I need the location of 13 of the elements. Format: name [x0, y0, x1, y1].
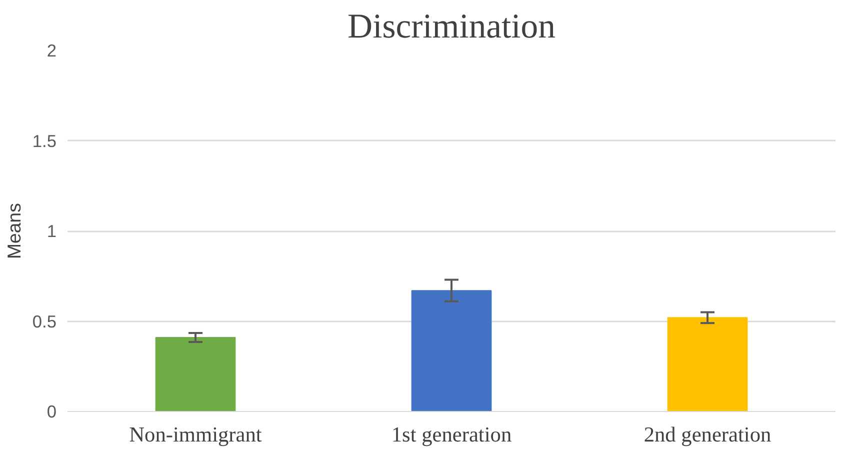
- x-tick-label: 2nd generation: [644, 422, 772, 446]
- y-axis-title: Means: [3, 203, 24, 259]
- bar: [155, 336, 236, 412]
- y-tick-label: 2: [46, 40, 57, 60]
- y-tick-label: 1.5: [32, 130, 57, 151]
- bar: [667, 317, 748, 412]
- chart-title: Discrimination: [348, 8, 556, 46]
- y-tick-label: 1: [46, 221, 57, 241]
- y-tick-label: 0.5: [32, 311, 57, 332]
- x-tick-label: Non-immigrant: [129, 422, 262, 446]
- x-tick-label: 1st generation: [391, 422, 512, 446]
- bar: [411, 290, 492, 412]
- y-tick-label: 0: [46, 402, 57, 422]
